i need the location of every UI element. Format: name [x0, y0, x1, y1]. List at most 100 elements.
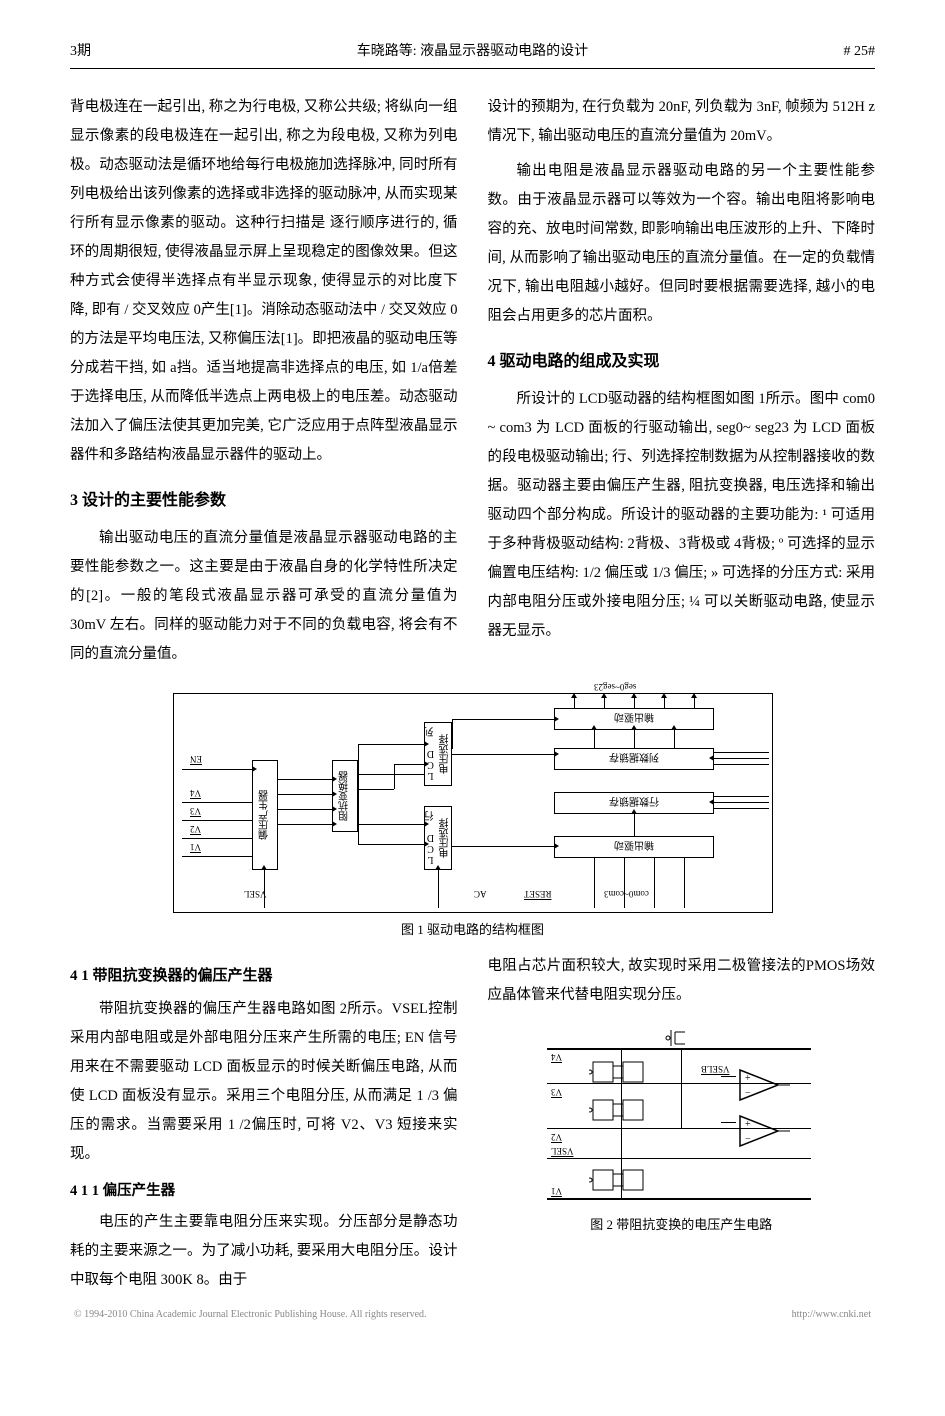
- opamp-icon: + −: [736, 1114, 791, 1148]
- fig2-v4-label: V4: [551, 1052, 562, 1062]
- block-col-voltage-select: LCD 列电压选择: [424, 722, 452, 786]
- vertical-line: [621, 1048, 622, 1198]
- bottom-two-column: 4 1 带阻抗变换器的偏压产生器 带阻抗变换器的偏压产生器电路如图 2所示。VS…: [70, 952, 875, 1301]
- arrow-icon: [278, 779, 332, 780]
- issue-number: 3期: [70, 40, 130, 60]
- arrow-icon: [714, 758, 769, 759]
- line: [624, 858, 625, 908]
- arrow-icon: [358, 844, 424, 845]
- line: [452, 719, 453, 749]
- line: [714, 764, 769, 765]
- page-header: 3期 车晓路等: 液晶显示器驱动电路的设计 # 25#: [70, 40, 875, 69]
- fig2-v3-label: V3: [551, 1087, 562, 1097]
- body-para-4: 输出电阻是液晶显示器驱动电路的另一个主要性能参数。由于液晶显示器可以等效为一个容…: [488, 157, 876, 331]
- fig2-v1-label: V1: [551, 1186, 562, 1196]
- line: [714, 808, 769, 809]
- com-out-label: com0~com3: [604, 889, 649, 899]
- line: [654, 858, 655, 908]
- v4-label: V4: [190, 788, 201, 798]
- figure-2-caption: 图 2 带阻抗变换的电压产生电路: [488, 1214, 876, 1233]
- section-4-heading: 4 驱动电路的组成及实现: [488, 347, 876, 371]
- arrow-icon: [182, 769, 252, 770]
- reset-label: RESET: [524, 889, 552, 899]
- line: [714, 796, 769, 797]
- block-col-latch: 列数据锁存: [554, 748, 714, 770]
- block-row-voltage-select: LCD 行电压选择: [424, 806, 452, 870]
- copyright-text: © 1994-2010 China Academic Journal Elect…: [74, 1309, 427, 1320]
- vertical-line: [681, 1048, 682, 1128]
- line: [721, 1076, 736, 1077]
- line: [394, 764, 395, 789]
- opamp-icon: + −: [736, 1068, 791, 1102]
- v1-label: V1: [190, 842, 201, 852]
- figure-2-diagram: V4 V3 V2 VSEL V1 VSELB: [541, 1028, 821, 1208]
- body-para-3: 设计的预期为, 在行负载为 20nF, 列负载为 3nF, 帧频为 512H z…: [488, 93, 876, 151]
- figure-1-diagram: seg0~seg23 输出驱动 列数据锁存 行数据锁存 输出驱动 偏压产生器 阻…: [173, 693, 773, 913]
- line: [684, 858, 685, 908]
- line: [358, 774, 424, 775]
- arrow-icon: [358, 824, 424, 825]
- arrow-icon: [452, 846, 554, 847]
- body-para-2: 输出驱动电压的直流分量值是液晶显示器驱动电路的主要性能参数之一。这主要是由于液晶…: [70, 524, 458, 669]
- line: [714, 752, 769, 753]
- figure-2: V4 V3 V2 VSEL V1 VSELB: [488, 1028, 876, 1233]
- figure-1: seg0~seg23 输出驱动 列数据锁存 行数据锁存 输出驱动 偏压产生器 阻…: [70, 693, 875, 938]
- rail-line: [547, 1198, 811, 1200]
- arrow-icon: [358, 744, 424, 745]
- svg-text:−: −: [745, 1088, 751, 1099]
- arrow-icon: [594, 730, 595, 748]
- arrow-icon: [714, 802, 769, 803]
- arrow-icon: [604, 698, 605, 708]
- bottom-left-column: 4 1 带阻抗变换器的偏压产生器 带阻抗变换器的偏压产生器电路如图 2所示。VS…: [70, 952, 458, 1301]
- arrow-icon: [264, 870, 265, 908]
- svg-text:+: +: [745, 1073, 751, 1084]
- left-column: 背电极连在一起引出, 称之为行电极, 又称公共级; 将纵向一组显示像素的段电极连…: [70, 93, 458, 675]
- svg-text:−: −: [745, 1134, 751, 1145]
- body-para-1: 背电极连在一起引出, 称之为行电极, 又称公共级; 将纵向一组显示像素的段电极连…: [70, 93, 458, 470]
- line: [182, 820, 252, 821]
- body-para-7: 电压的产生主要靠电阻分压来实现。分压部分是静态功耗的主要来源之一。为了减小功耗,…: [70, 1208, 458, 1295]
- arrow-icon: [574, 698, 575, 708]
- line: [358, 789, 394, 790]
- arrow-icon: [452, 719, 554, 720]
- arrow-icon: [394, 764, 424, 765]
- rail-line: [547, 1158, 811, 1159]
- arrow-icon: [634, 698, 635, 708]
- en-label: EN: [190, 754, 202, 764]
- section-3-heading: 3 设计的主要性能参数: [70, 486, 458, 510]
- seg-out-label: seg0~seg23: [594, 682, 636, 692]
- arrow-icon: [674, 730, 675, 748]
- line: [721, 1122, 736, 1123]
- subsubsection-4-1-1-heading: 4 1 1 偏压产生器: [70, 1179, 458, 1200]
- right-column: 设计的预期为, 在行负载为 20nF, 列负载为 3nF, 帧频为 512H z…: [488, 93, 876, 675]
- body-para-6: 带阻抗变换器的偏压产生器电路如图 2所示。VSEL控制采用内部电阻或是外部电阻分…: [70, 995, 458, 1169]
- fig2-v2-label: V2: [551, 1132, 562, 1142]
- body-para-8: 电阻占芯片面积较大, 故实现时采用二极管接法的PMOS场效应晶体管来代替电阻实现…: [488, 952, 876, 1010]
- footer-url: http://www.cnki.net: [792, 1309, 871, 1320]
- fig2-vselb-label: VSELB: [701, 1064, 730, 1074]
- arrow-icon: [664, 698, 665, 708]
- svg-text:+: +: [745, 1119, 751, 1130]
- line: [182, 838, 252, 839]
- line: [358, 789, 359, 844]
- arrow-icon: [278, 794, 332, 795]
- v2-label: V2: [190, 824, 201, 834]
- bottom-right-column: 电阻占芯片面积较大, 故实现时采用二极管接法的PMOS场效应晶体管来代替电阻实现…: [488, 952, 876, 1301]
- block-output-driver-bottom: 输出驱动: [554, 836, 714, 858]
- ac-label: AC: [474, 889, 487, 899]
- top-two-column: 背电极连在一起引出, 称之为行电极, 又称公共级; 将纵向一组显示像素的段电极连…: [70, 93, 875, 675]
- line: [182, 856, 252, 857]
- line: [358, 744, 359, 789]
- fig2-vsel-label: VSEL: [551, 1146, 574, 1156]
- figure-1-caption: 图 1 驱动电路的结构框图: [70, 919, 875, 938]
- arrow-icon: [438, 870, 439, 908]
- arrow-icon: [452, 754, 554, 755]
- page-number: # 25#: [815, 44, 875, 60]
- transistor-pair-icon: [589, 1094, 649, 1126]
- v3-label: V3: [190, 806, 201, 816]
- body-para-5: 所设计的 LCD驱动器的结构框图如图 1所示。图中 com0 ~ com3 为 …: [488, 385, 876, 646]
- arrow-icon: [278, 824, 332, 825]
- arrow-icon: [278, 809, 332, 810]
- transistor-pair-icon: [589, 1056, 649, 1088]
- transistor-pair-icon: [589, 1164, 649, 1196]
